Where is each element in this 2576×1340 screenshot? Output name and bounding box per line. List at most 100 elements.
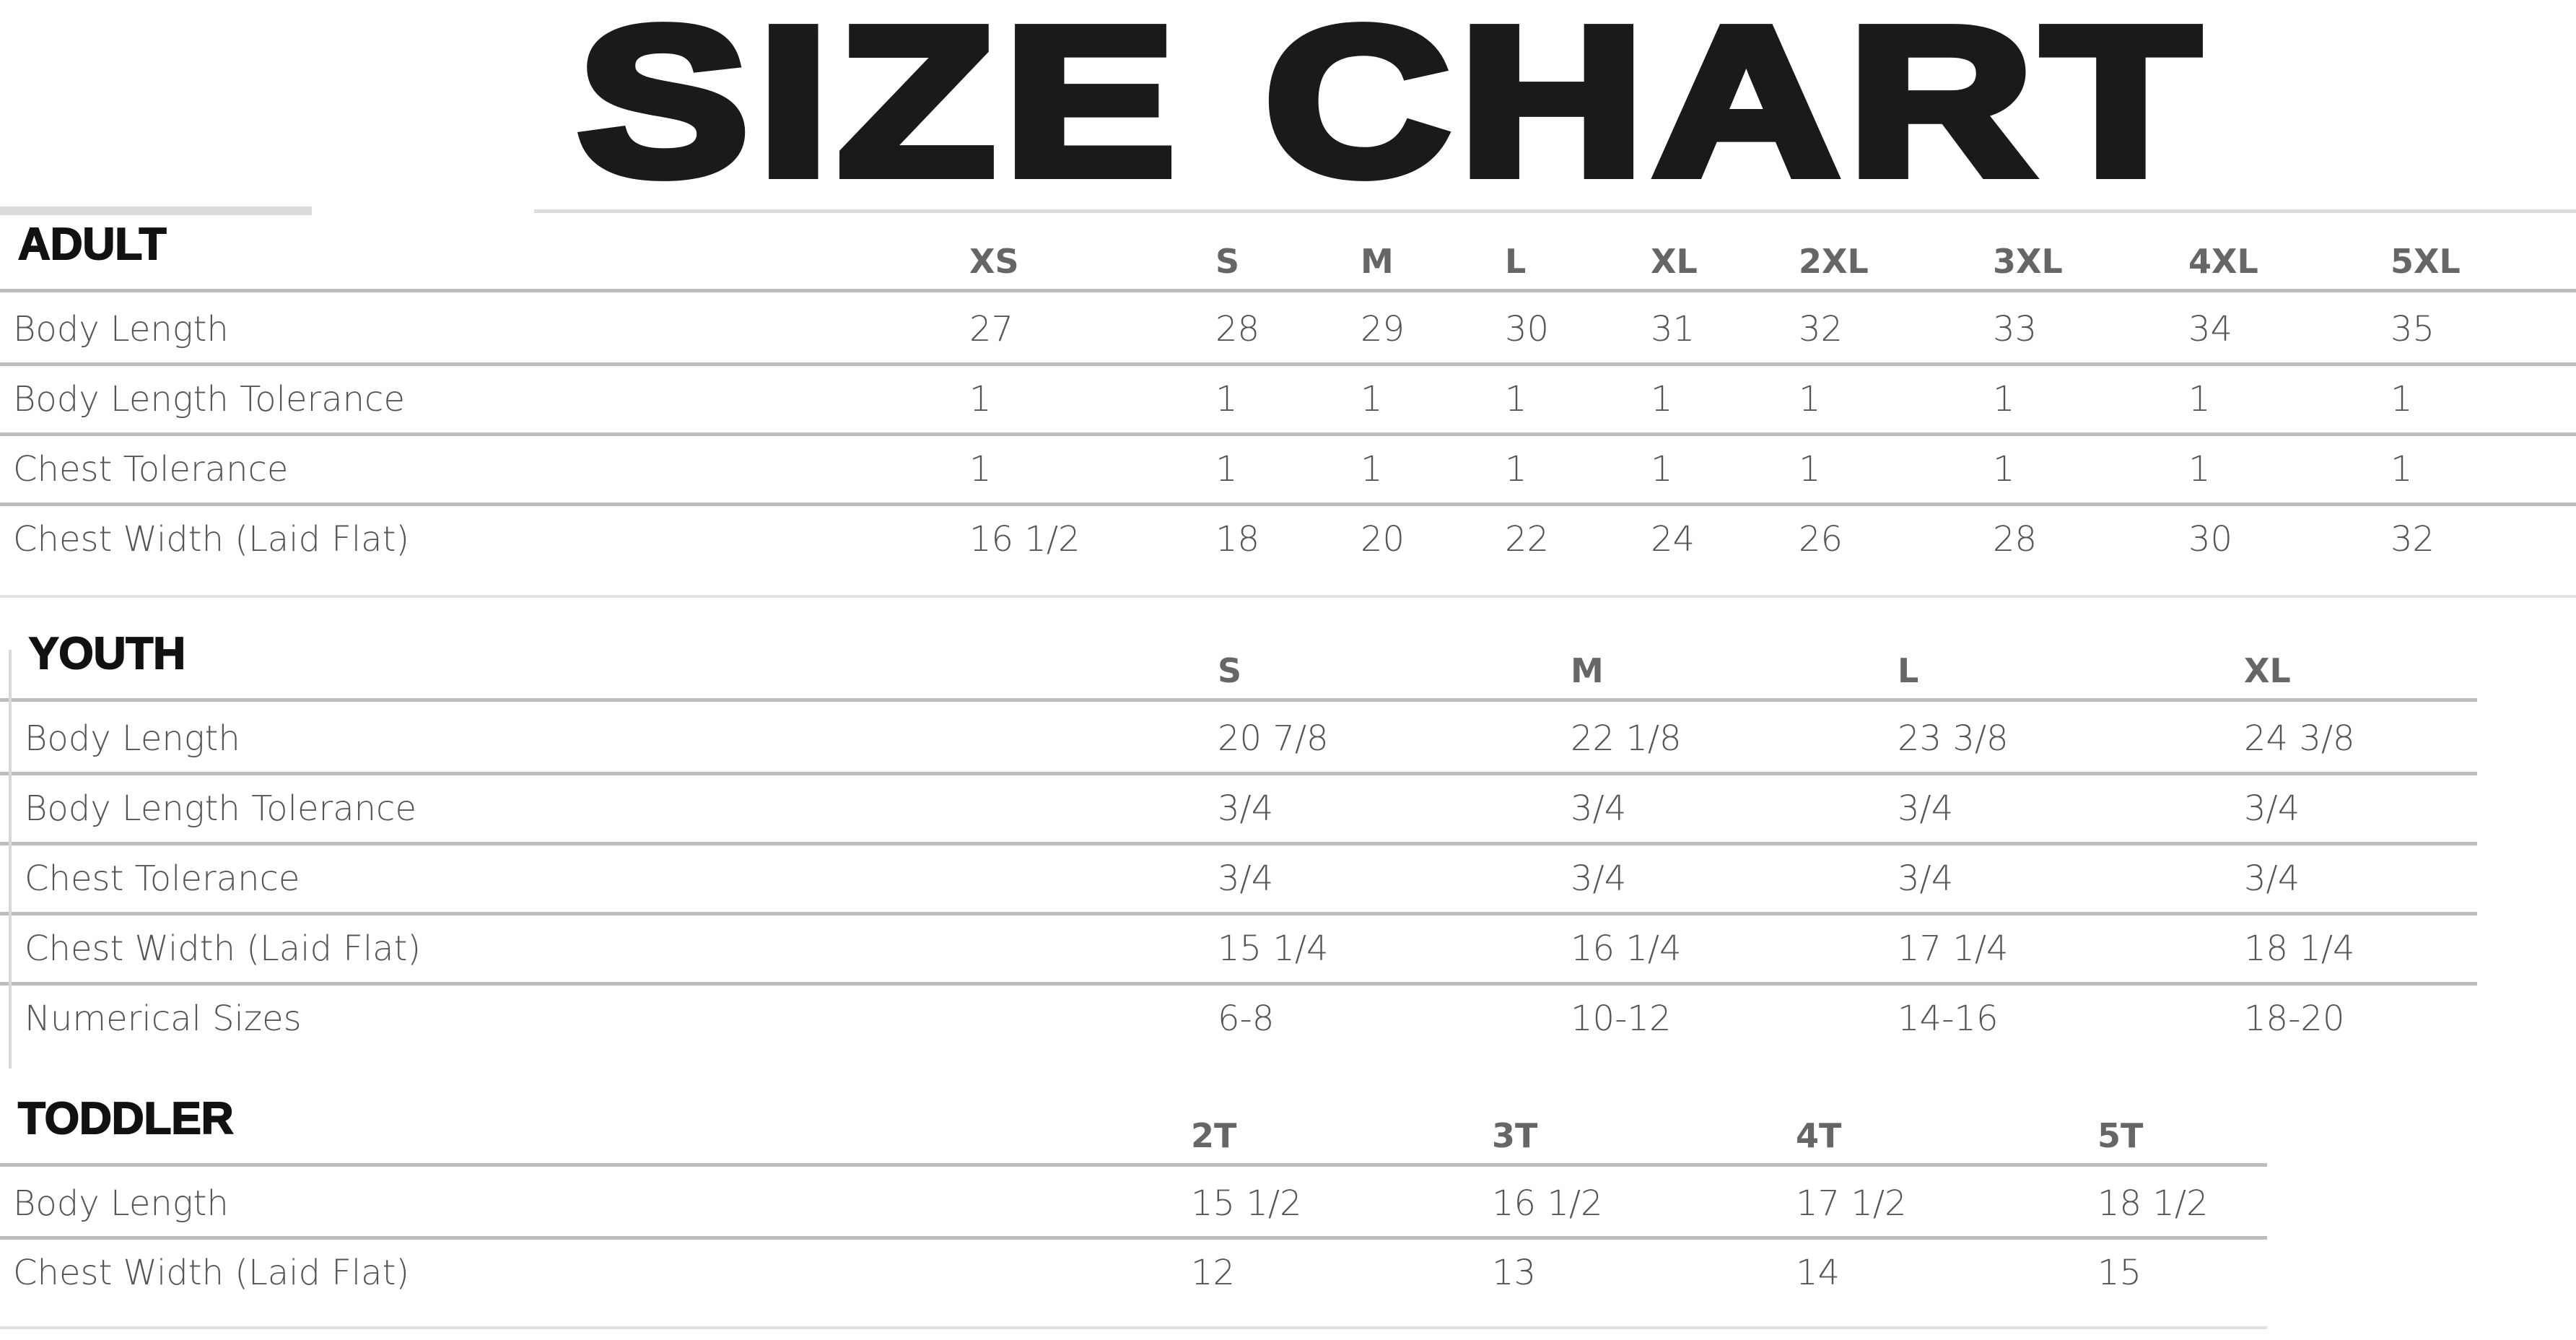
header-row: ADULT XS S M L XL 2XL 3XL 4XL 5XL xyxy=(0,213,2576,292)
value-cell: 32 xyxy=(1799,309,1843,349)
value-cell: 1 xyxy=(969,379,992,419)
value-cell: 15 xyxy=(2097,1253,2142,1293)
divider xyxy=(0,206,312,215)
section-title: YOUTH xyxy=(28,628,186,679)
size-header: 5XL xyxy=(2391,242,2461,281)
size-header: 3T xyxy=(1492,1116,1538,1155)
value-cell: 15 1/2 xyxy=(1191,1183,1302,1224)
header-row: YOUTH S M L XL xyxy=(0,622,2477,702)
table-row: Body Length Tolerance 1 1 1 1 1 1 1 1 1 xyxy=(0,366,2576,436)
value-cell: 1 xyxy=(1505,449,1527,490)
divider xyxy=(0,1326,2267,1329)
row-label: Chest Tolerance xyxy=(25,858,300,899)
size-header: 5T xyxy=(2097,1116,2144,1155)
table-row: Chest Width (Laid Flat) 15 1/4 16 1/4 17 1/… xyxy=(0,915,2477,986)
value-cell: 20 xyxy=(1361,519,1405,560)
value-cell: 3/4 xyxy=(2244,788,2300,829)
row-label: Body Length xyxy=(25,718,240,759)
value-cell: 1 xyxy=(1993,449,2015,490)
size-header: L xyxy=(1898,651,1919,690)
row-label: Chest Tolerance xyxy=(13,449,289,490)
value-cell: 1 xyxy=(2391,379,2413,419)
value-cell: 1 xyxy=(1651,379,1673,419)
divider xyxy=(534,209,2576,213)
value-cell: 1 xyxy=(1651,449,1673,490)
value-cell: 3/4 xyxy=(1218,858,1274,899)
value-cell: 1 xyxy=(1799,379,1821,419)
size-header: L xyxy=(1505,242,1527,281)
size-header: XS xyxy=(969,242,1019,281)
value-cell: 31 xyxy=(1651,309,1695,349)
value-cell: 18 xyxy=(1215,519,1260,560)
table-row: Chest Width (Laid Flat) 12 13 14 15 xyxy=(0,1240,2267,1305)
header-row: TODDLER 2T 3T 4T 5T xyxy=(0,1087,2267,1167)
section-title: TODDLER xyxy=(17,1093,235,1144)
value-cell: 1 xyxy=(2188,449,2211,490)
value-cell: 22 xyxy=(1505,519,1550,560)
row-label: Body Length Tolerance xyxy=(13,379,405,419)
value-cell: 34 xyxy=(2188,309,2233,349)
value-cell: 1 xyxy=(1993,379,2015,419)
value-cell: 18-20 xyxy=(2244,999,2345,1039)
value-cell: 6-8 xyxy=(1218,999,1275,1039)
value-cell: 20 7/8 xyxy=(1218,718,1329,759)
value-cell: 32 xyxy=(2391,519,2435,560)
value-cell: 28 xyxy=(1215,309,1260,349)
size-header: XL xyxy=(1651,242,1698,281)
size-header: S xyxy=(1218,651,1242,690)
value-cell: 22 1/8 xyxy=(1571,718,1682,759)
size-header: 4T xyxy=(1796,1116,1842,1155)
row-label: Body Length xyxy=(13,309,229,349)
table-row: Chest Tolerance 1 1 1 1 1 1 1 1 1 xyxy=(0,436,2576,506)
value-cell: 15 1/4 xyxy=(1218,928,1329,969)
value-cell: 3/4 xyxy=(1218,788,1274,829)
value-cell: 14 xyxy=(1796,1253,1841,1293)
value-cell: 3/4 xyxy=(1898,788,1954,829)
value-cell: 1 xyxy=(969,449,992,490)
value-cell: 16 1/2 xyxy=(1492,1183,1603,1224)
value-cell: 1 xyxy=(1215,379,1238,419)
table-row: Body Length 15 1/2 16 1/2 17 1/2 18 1/2 xyxy=(0,1170,2267,1240)
value-cell: 24 3/8 xyxy=(2244,718,2355,759)
value-cell: 30 xyxy=(2188,519,2233,560)
value-cell: 3/4 xyxy=(1898,858,1954,899)
table-row: Body Length 20 7/8 22 1/8 23 3/8 24 3/8 xyxy=(0,705,2477,775)
size-header: 4XL xyxy=(2188,242,2258,281)
row-label: Chest Width (Laid Flat) xyxy=(13,519,410,560)
value-cell: 1 xyxy=(1361,379,1383,419)
value-cell: 29 xyxy=(1361,309,1405,349)
value-cell: 1 xyxy=(2391,449,2413,490)
size-header: 3XL xyxy=(1993,242,2063,281)
value-cell: 30 xyxy=(1505,309,1550,349)
value-cell: 17 1/2 xyxy=(1796,1183,1907,1224)
value-cell: 1 xyxy=(1215,449,1238,490)
value-cell: 13 xyxy=(1492,1253,1537,1293)
value-cell: 3/4 xyxy=(1571,788,1627,829)
row-label: Body Length Tolerance xyxy=(25,788,416,829)
value-cell: 17 1/4 xyxy=(1898,928,2009,969)
row-label: Body Length xyxy=(13,1183,229,1224)
divider xyxy=(0,595,2576,598)
row-label: Numerical Sizes xyxy=(25,999,302,1039)
size-header: M xyxy=(1361,242,1394,281)
divider xyxy=(9,650,12,1069)
value-cell: 23 3/8 xyxy=(1898,718,2009,759)
value-cell: 28 xyxy=(1993,519,2038,560)
value-cell: 14-16 xyxy=(1898,999,1999,1039)
value-cell: 3/4 xyxy=(2244,858,2300,899)
value-cell: 1 xyxy=(1361,449,1383,490)
row-label: Chest Width (Laid Flat) xyxy=(25,928,422,969)
size-header: S xyxy=(1215,242,1240,281)
size-header: 2T xyxy=(1191,1116,1237,1155)
value-cell: 18 1/4 xyxy=(2244,928,2355,969)
row-label: Chest Width (Laid Flat) xyxy=(13,1253,410,1293)
value-cell: 12 xyxy=(1191,1253,1236,1293)
value-cell: 16 1/4 xyxy=(1571,928,1682,969)
value-cell: 35 xyxy=(2391,309,2435,349)
section-title: ADULT xyxy=(17,219,167,270)
value-cell: 16 1/2 xyxy=(969,519,1080,560)
value-cell: 10-12 xyxy=(1571,999,1672,1039)
size-header: XL xyxy=(2244,651,2291,690)
value-cell: 24 xyxy=(1651,519,1695,560)
table-row: Chest Tolerance 3/4 3/4 3/4 3/4 xyxy=(0,845,2477,915)
